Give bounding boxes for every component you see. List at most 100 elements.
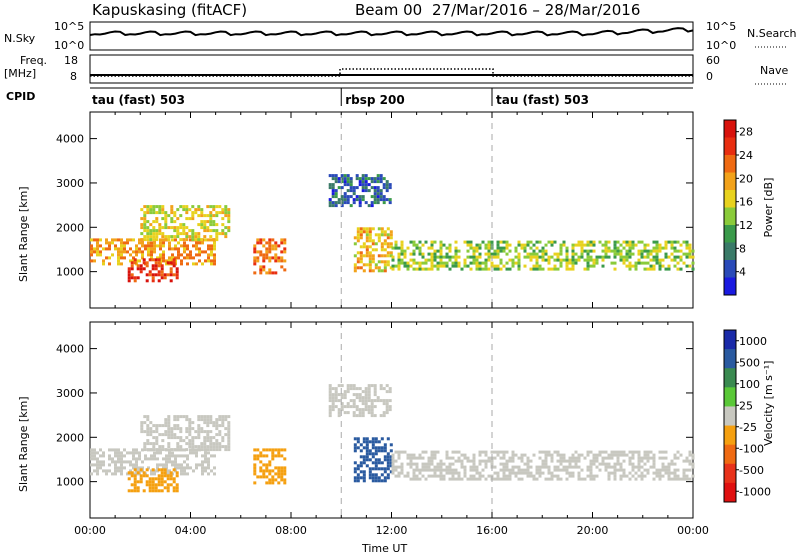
y-tick-label: 3000 (56, 177, 84, 190)
data-cell (224, 235, 228, 239)
data-cell (135, 448, 138, 452)
data-cell (210, 253, 213, 257)
data-cell (673, 264, 677, 268)
data-cell (655, 252, 659, 256)
data-cell (556, 267, 560, 271)
data-cell (421, 267, 425, 271)
data-cell (224, 418, 228, 422)
data-cell (265, 241, 269, 245)
data-cell (382, 399, 386, 403)
data-cell (523, 462, 527, 466)
data-cell (610, 453, 614, 457)
data-cell (380, 473, 384, 477)
data-cell (553, 468, 557, 472)
data-cell (143, 214, 147, 218)
data-cell (353, 461, 357, 465)
data-cell (643, 261, 647, 265)
data-cell (352, 393, 356, 397)
data-cell (212, 445, 216, 449)
data-cell (356, 440, 360, 444)
data-cell (200, 445, 204, 449)
data-cell (365, 458, 369, 462)
data-cell (374, 449, 378, 453)
data-cell (171, 253, 174, 257)
data-cell (439, 264, 443, 268)
data-cell (619, 258, 623, 262)
data-cell (379, 198, 383, 202)
data-cell (145, 261, 149, 265)
cpid-segment-label: tau (fast) 503 (92, 93, 185, 107)
data-cell (120, 463, 123, 467)
data-cell (541, 459, 545, 463)
data-cell (508, 243, 512, 247)
data-cell (200, 208, 204, 212)
data-cell (469, 261, 473, 265)
data-cell (142, 474, 146, 478)
data-cell (664, 243, 668, 247)
data-cell (652, 255, 656, 259)
data-cell (274, 256, 278, 260)
data-cell (475, 267, 479, 271)
data-cell (213, 241, 216, 245)
data-cell (589, 243, 593, 247)
data-cell (186, 256, 189, 260)
data-cell (362, 242, 366, 246)
data-cell (409, 477, 413, 481)
colorbar-tick-label: 100 (739, 378, 760, 391)
data-cell (120, 451, 123, 455)
data-cell (362, 227, 366, 231)
data-cell (406, 456, 410, 460)
data-cell (364, 189, 368, 193)
data-cell (99, 454, 102, 458)
data-cell (182, 205, 186, 209)
data-cell (622, 258, 626, 262)
data-cell (451, 255, 455, 259)
data-cell (164, 226, 168, 230)
data-cell (117, 469, 120, 473)
colorbar-tick-label: 500 (739, 356, 760, 369)
data-cell (388, 408, 392, 412)
data-cell (117, 448, 120, 452)
data-cell (188, 421, 192, 425)
data-cell (173, 211, 177, 215)
data-cell (346, 195, 350, 199)
data-cell (140, 223, 144, 227)
data-cell (167, 214, 171, 218)
data-cell (421, 462, 425, 466)
data-cell (451, 261, 455, 265)
data-cell (213, 247, 216, 251)
data-cell (271, 448, 275, 452)
data-cell (197, 238, 201, 242)
data-cell (136, 264, 140, 268)
data-cell (175, 489, 179, 493)
data-cell (529, 471, 533, 475)
data-cell (197, 418, 201, 422)
data-cell (117, 256, 120, 260)
data-cell (253, 448, 257, 452)
data-cell (571, 246, 575, 250)
data-cell (616, 450, 620, 454)
data-cell (562, 258, 566, 262)
data-cell (151, 477, 155, 481)
data-cell (616, 240, 620, 244)
data-cell (161, 205, 165, 209)
data-cell (153, 244, 156, 248)
data-cell (368, 476, 372, 480)
data-cell (499, 456, 503, 460)
data-cell (466, 243, 470, 247)
data-cell (189, 238, 192, 242)
data-cell (427, 456, 431, 460)
data-cell (215, 424, 219, 428)
data-cell (374, 464, 378, 468)
data-cell (200, 220, 204, 224)
data-cell (484, 252, 488, 256)
data-cell (386, 245, 390, 249)
data-cell (371, 467, 375, 471)
data-cell (156, 244, 159, 248)
data-cell (385, 186, 389, 190)
data-cell (362, 230, 366, 234)
data-cell (167, 433, 171, 437)
data-cell (451, 471, 455, 475)
data-cell (535, 465, 539, 469)
